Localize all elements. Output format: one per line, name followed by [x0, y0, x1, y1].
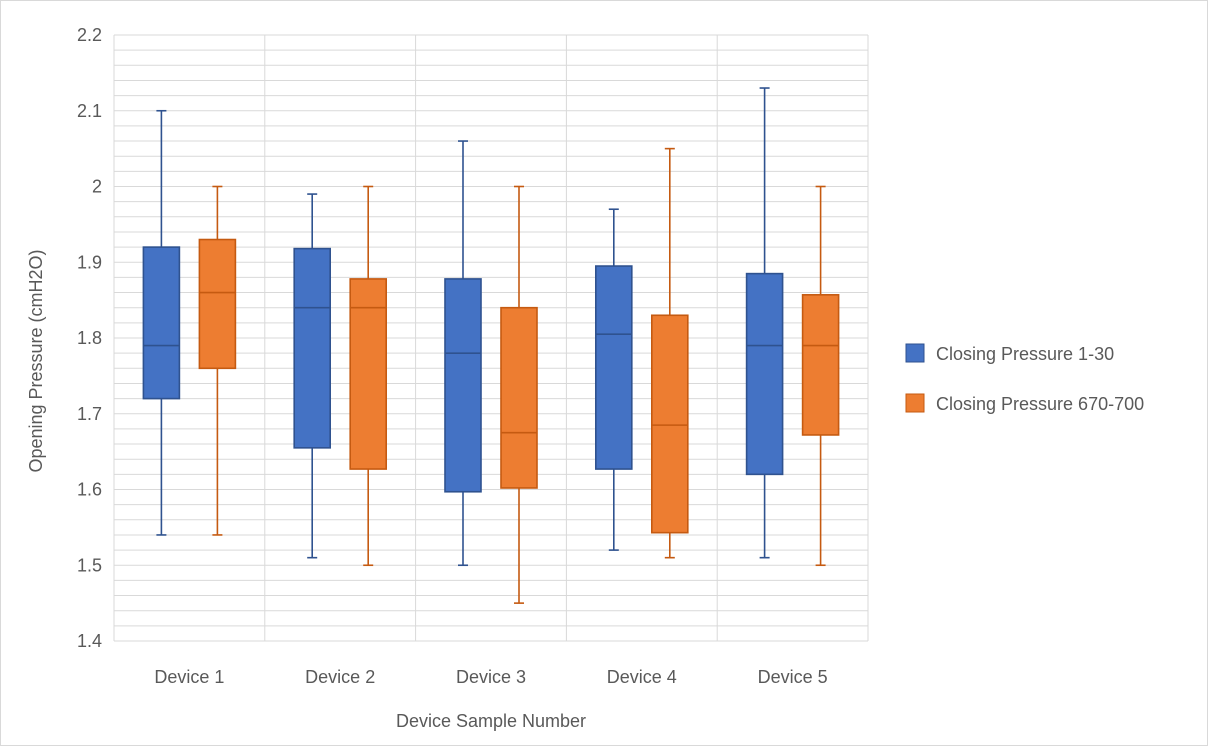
y-tick-label: 2: [92, 177, 102, 197]
y-tick-label: 2.1: [77, 101, 102, 121]
box-1-3: [444, 140, 482, 567]
box-iqr: [745, 272, 784, 476]
box-2-1: [198, 185, 237, 536]
x-tick-label: Device 4: [607, 667, 677, 687]
x-axis-ticks: Device 1 Device 2 Device 3 Device 4 Device 5: [154, 667, 827, 687]
grid-lines: [113, 34, 869, 642]
y-tick-label: 1.5: [77, 555, 102, 575]
box-1-1: [142, 109, 181, 536]
y-tick-label: 2.2: [77, 25, 102, 45]
y-tick-label: 1.6: [77, 480, 102, 500]
box-2-2: [349, 185, 388, 567]
x-tick-label: Device 1: [154, 667, 224, 687]
box-iqr: [142, 246, 181, 400]
box-2-4: [650, 147, 689, 559]
x-tick-label: Device 3: [456, 667, 526, 687]
x-tick-label: Device 2: [305, 667, 375, 687]
y-axis-ticks: 1.4 1.5 1.6 1.7 1.8 1.9 2 2.1 2.2: [77, 25, 102, 651]
y-axis-title: Opening Pressure (cmH2O): [26, 249, 46, 472]
legend-label-closing-pressure-670-700: Closing Pressure 670-700: [936, 394, 1144, 414]
box-2-3: [500, 185, 538, 604]
legend-swatch-closing-pressure-670-700: [905, 393, 925, 413]
box-iqr: [500, 306, 538, 489]
legend-swatch-closing-pressure-1-30: [905, 343, 925, 363]
box-2-5: [801, 185, 840, 567]
box-iqr: [801, 294, 840, 436]
y-tick-label: 1.4: [77, 631, 102, 651]
x-axis-title: Device Sample Number: [396, 711, 586, 731]
legend: Closing Pressure 1-30 Closing Pressure 6…: [905, 343, 1144, 414]
box-iqr: [293, 247, 332, 449]
box-iqr: [349, 278, 388, 470]
box-iqr: [198, 238, 237, 370]
box-1-2: [293, 193, 332, 559]
y-tick-label: 1.7: [77, 404, 102, 424]
legend-label-closing-pressure-1-30: Closing Pressure 1-30: [936, 344, 1114, 364]
y-tick-label: 1.8: [77, 328, 102, 348]
box-1-4: [594, 208, 633, 551]
box-iqr: [650, 314, 689, 534]
y-tick-label: 1.9: [77, 252, 102, 272]
box-iqr: [594, 265, 633, 470]
x-tick-label: Device 5: [758, 667, 828, 687]
box-1-5: [745, 87, 784, 559]
box-series: [142, 87, 840, 604]
box-iqr: [444, 278, 482, 493]
